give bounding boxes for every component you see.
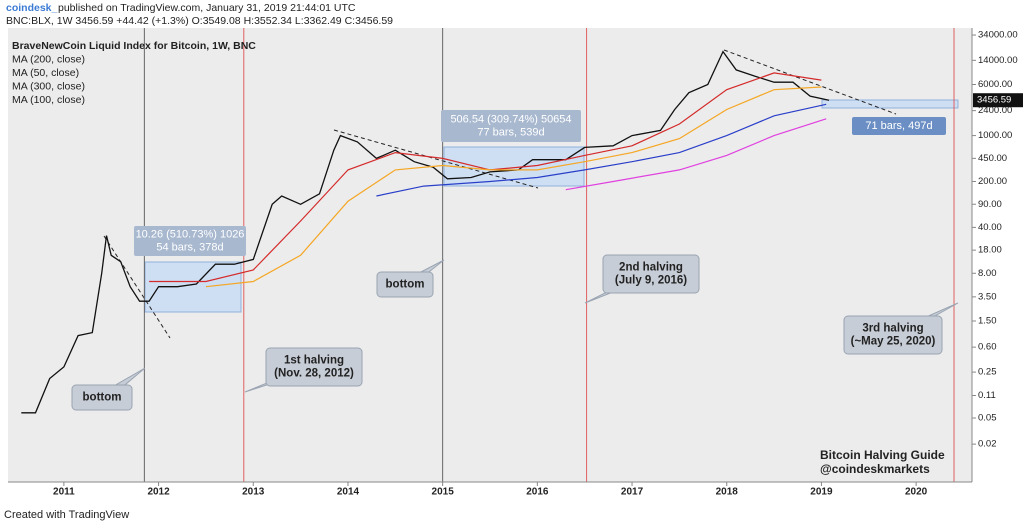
y-tick-label: 0.05	[978, 413, 997, 424]
chart: 34000.00 14000.00 6000.00 2400.00 1000.00 450…	[8, 28, 1024, 498]
y-tick-label: 14000.00	[978, 55, 1018, 66]
legend-entry: MA (100, close)	[12, 94, 85, 106]
y-tick-label: 2400.00	[978, 105, 1012, 116]
measure-text: 77 bars, 539d	[477, 126, 544, 138]
x-tick-label: 2016	[526, 487, 549, 498]
ma-line	[205, 86, 822, 288]
callout-box	[265, 347, 363, 387]
y-tick-label: 450.00	[978, 153, 1007, 164]
y-tick-label: 40.00	[978, 222, 1002, 233]
y-tick-label: 1.50	[978, 316, 997, 327]
callout-text: bottom	[386, 279, 425, 291]
measure-text: 71 bars, 497d	[865, 120, 932, 132]
measure-text: 506.54 (309.74%) 50654	[450, 113, 571, 125]
callout-text: 1st halving	[284, 355, 344, 367]
x-tick-label: 2019	[810, 487, 833, 498]
callout-text: 3rd halving	[862, 323, 923, 335]
y-tick-label: 0.25	[978, 367, 997, 378]
x-tick-label: 2020	[905, 487, 928, 498]
last-price: 3456.59	[977, 95, 1011, 106]
callout-text: (~May 25, 2020)	[851, 336, 936, 348]
y-tick-label: 34000.00	[978, 30, 1018, 41]
callout-box	[602, 254, 700, 294]
published: published on TradingView.com, January 31…	[58, 2, 356, 14]
measure-text: 10.26 (510.73%) 1026	[136, 228, 245, 240]
trendlines	[103, 49, 897, 339]
x-tick-label: 2013	[242, 487, 265, 498]
trendline	[723, 49, 897, 115]
trendline	[333, 129, 539, 189]
callout-text: (July 9, 2016)	[615, 275, 687, 287]
x-tick-label: 2018	[716, 487, 739, 498]
guide-text: @coindeskmarkets	[820, 462, 930, 476]
legend-entry: MA (50, close)	[12, 67, 79, 79]
y-tick-label: 1000.00	[978, 130, 1012, 141]
y-tick-label: 0.60	[978, 342, 997, 353]
callout-box	[843, 315, 943, 355]
legend-entry: BraveNewCoin Liquid Index for Bitcoin, 1…	[12, 40, 256, 52]
measure-box	[852, 117, 946, 135]
last-price-box	[973, 93, 1023, 108]
ma-line	[565, 118, 827, 191]
brand: coindesk_	[6, 2, 58, 14]
y-tick-label: 3.50	[978, 291, 997, 302]
x-tick-label: 2011	[53, 487, 75, 498]
x-tick-label: 2017	[621, 487, 644, 498]
range-box	[443, 146, 585, 187]
y-tick-label: 6000.00	[978, 79, 1012, 90]
measure-text: 54 bars, 378d	[156, 241, 223, 253]
footer: Created with TradingView	[4, 509, 129, 521]
guide-text: Bitcoin Halving Guide	[820, 448, 945, 462]
trendline	[103, 235, 171, 339]
range-boxes	[144, 99, 959, 313]
y-tick-label: 18.00	[978, 245, 1002, 256]
x-tick-label: 2014	[337, 487, 360, 498]
measure-box	[134, 226, 246, 256]
measure-box	[441, 110, 581, 142]
y-tick-label: 8.00	[978, 268, 997, 279]
x-tick-label: 2015	[432, 487, 455, 498]
quote-line: BNC:BLX, 1W 3456.59 +44.42 (+1.3%) O:354…	[6, 15, 393, 27]
legend-entry: MA (200, close)	[12, 53, 85, 65]
callout-text: (Nov. 28, 2012)	[274, 368, 354, 380]
callout-text: bottom	[83, 392, 122, 404]
price-line	[21, 50, 830, 414]
legend-entry: MA (300, close)	[12, 80, 85, 92]
callout-box	[376, 271, 434, 298]
ma-line	[376, 103, 827, 197]
x-tick-label: 2012	[147, 487, 170, 498]
range-box	[821, 99, 959, 109]
y-tick-label: 200.00	[978, 176, 1007, 187]
y-tick-label: 0.02	[978, 439, 997, 450]
y-tick-label: 90.00	[978, 199, 1002, 210]
callout-box	[71, 384, 133, 411]
y-tick-label: 0.11	[978, 390, 996, 401]
callout-text: 2nd halving	[619, 262, 683, 274]
